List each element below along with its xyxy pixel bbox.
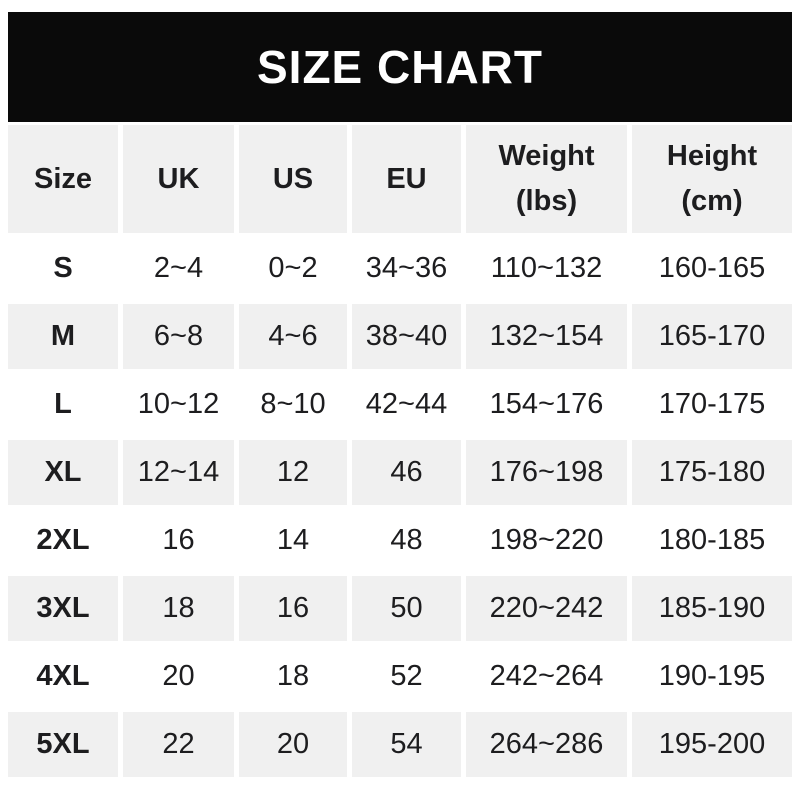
size-chart-page: SIZE CHART Size UK US EU Weight (lbs) He…: [0, 12, 800, 800]
height-cell: 165-170: [632, 304, 792, 369]
weight-cell: 154~176: [466, 372, 627, 437]
eu-cell: 38~40: [352, 304, 461, 369]
page-title: SIZE CHART: [257, 41, 543, 93]
table-row-5xl: 5XL 22 20 54 264~286 195-200: [8, 712, 792, 777]
eu-cell: 42~44: [352, 372, 461, 437]
table-row-xl: XL 12~14 12 46 176~198 175-180: [8, 440, 792, 505]
height-cell: 175-180: [632, 440, 792, 505]
column-header-weight: Weight (lbs): [466, 125, 627, 233]
us-cell: 20: [239, 712, 347, 777]
weight-cell: 198~220: [466, 508, 627, 573]
table-row-s: S 2~4 0~2 34~36 110~132 160-165: [8, 236, 792, 301]
uk-cell: 20: [123, 644, 234, 709]
height-cell: 170-175: [632, 372, 792, 437]
uk-cell: 2~4: [123, 236, 234, 301]
us-cell: 12: [239, 440, 347, 505]
eu-cell: 46: [352, 440, 461, 505]
us-cell: 16: [239, 576, 347, 641]
eu-cell: 34~36: [352, 236, 461, 301]
header-row: Size UK US EU Weight (lbs) Height (cm): [8, 125, 792, 233]
size-cell: XL: [8, 440, 118, 505]
uk-cell: 16: [123, 508, 234, 573]
eu-cell: 50: [352, 576, 461, 641]
column-header-size: Size: [8, 125, 118, 233]
eu-cell: 52: [352, 644, 461, 709]
column-header-eu: EU: [352, 125, 461, 233]
table-row-3xl: 3XL 18 16 50 220~242 185-190: [8, 576, 792, 641]
size-cell: 3XL: [8, 576, 118, 641]
size-cell: 2XL: [8, 508, 118, 573]
us-cell: 14: [239, 508, 347, 573]
size-chart-banner: SIZE CHART: [8, 12, 792, 122]
size-cell: L: [8, 372, 118, 437]
eu-cell: 48: [352, 508, 461, 573]
height-cell: 180-185: [632, 508, 792, 573]
us-cell: 0~2: [239, 236, 347, 301]
size-cell: 4XL: [8, 644, 118, 709]
us-cell: 8~10: [239, 372, 347, 437]
table-row-l: L 10~12 8~10 42~44 154~176 170-175: [8, 372, 792, 437]
size-cell: M: [8, 304, 118, 369]
uk-cell: 6~8: [123, 304, 234, 369]
height-cell: 185-190: [632, 576, 792, 641]
uk-cell: 12~14: [123, 440, 234, 505]
size-cell: 5XL: [8, 712, 118, 777]
column-header-uk: UK: [123, 125, 234, 233]
uk-cell: 10~12: [123, 372, 234, 437]
size-chart-table: Size UK US EU Weight (lbs) Height (cm) S…: [3, 122, 797, 780]
us-cell: 4~6: [239, 304, 347, 369]
weight-cell: 264~286: [466, 712, 627, 777]
uk-cell: 22: [123, 712, 234, 777]
column-header-us: US: [239, 125, 347, 233]
uk-cell: 18: [123, 576, 234, 641]
table-row-2xl: 2XL 16 14 48 198~220 180-185: [8, 508, 792, 573]
height-cell: 195-200: [632, 712, 792, 777]
table-row-m: M 6~8 4~6 38~40 132~154 165-170: [8, 304, 792, 369]
weight-cell: 176~198: [466, 440, 627, 505]
weight-cell: 110~132: [466, 236, 627, 301]
weight-cell: 242~264: [466, 644, 627, 709]
weight-cell: 132~154: [466, 304, 627, 369]
us-cell: 18: [239, 644, 347, 709]
column-header-height: Height (cm): [632, 125, 792, 233]
height-cell: 190-195: [632, 644, 792, 709]
height-cell: 160-165: [632, 236, 792, 301]
weight-cell: 220~242: [466, 576, 627, 641]
size-cell: S: [8, 236, 118, 301]
eu-cell: 54: [352, 712, 461, 777]
table-row-4xl: 4XL 20 18 52 242~264 190-195: [8, 644, 792, 709]
